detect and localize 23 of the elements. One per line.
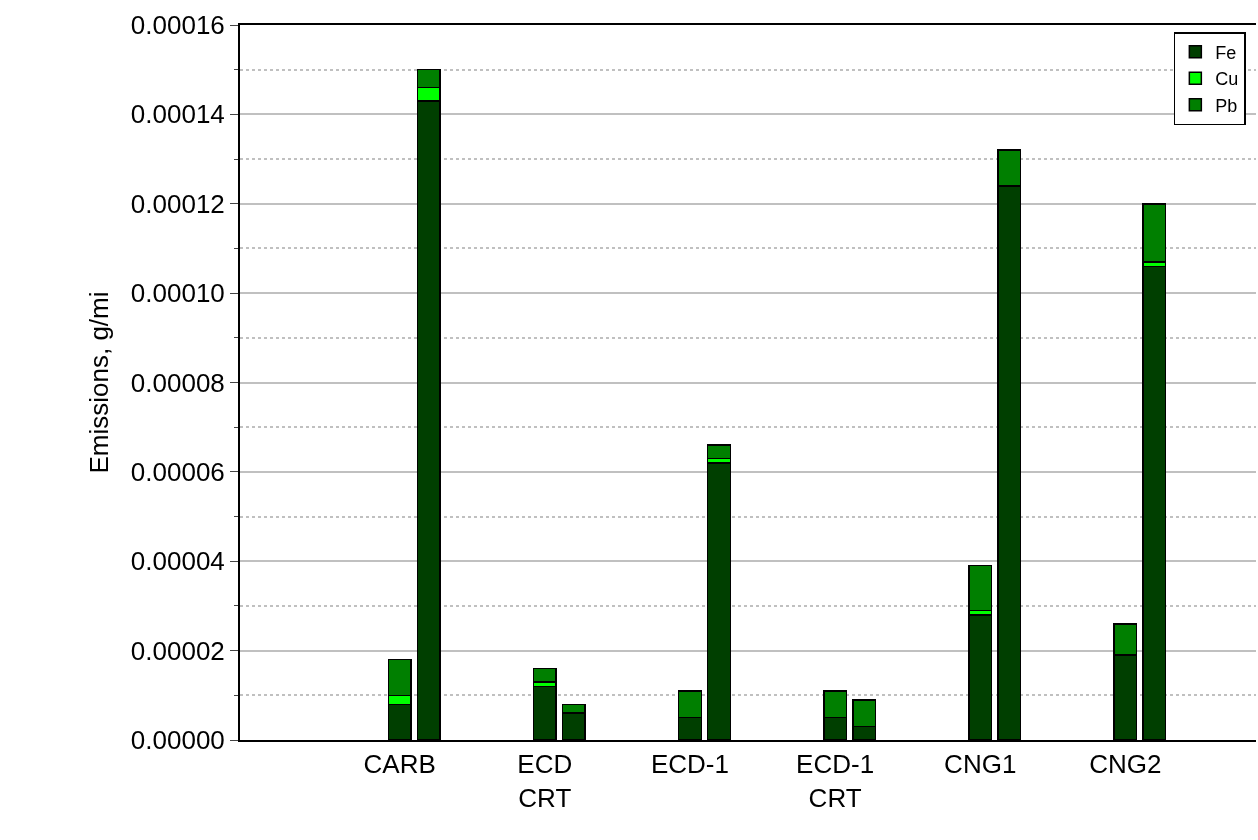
y-tick-label: 0.00012 [130, 188, 225, 219]
legend-label: Fe [1215, 42, 1237, 63]
bar [532, 667, 557, 683]
x-tick-label: CNG2 [1089, 749, 1162, 780]
y-tick-label: 0.00002 [130, 635, 225, 666]
y-tick-label: 0.00016 [130, 10, 225, 41]
y-tick-label: 0.00010 [130, 278, 225, 309]
y-tick-label: 0.00006 [130, 456, 225, 487]
y-tick-label: 0.00008 [130, 367, 225, 398]
legend-label: Pb [1215, 95, 1238, 116]
x-tick-label: ECD CRT [517, 749, 573, 813]
y-tick-label: 0.00000 [130, 725, 225, 756]
y-tick-label: 0.00004 [130, 546, 225, 577]
bar [706, 444, 732, 460]
x-tick-label: CARB [363, 749, 436, 780]
y-tick-label: 0.00014 [130, 99, 225, 130]
legend-label: Cu [1215, 69, 1239, 90]
x-tick-label: ECD-1 CRT [796, 749, 875, 813]
x-tick-label: CNG1 [944, 749, 1017, 780]
x-tick-label: ECD-1 [650, 749, 729, 780]
bar [968, 564, 993, 612]
y-axis-title: Emissions, g/mi [83, 291, 114, 474]
bar [1142, 203, 1167, 263]
